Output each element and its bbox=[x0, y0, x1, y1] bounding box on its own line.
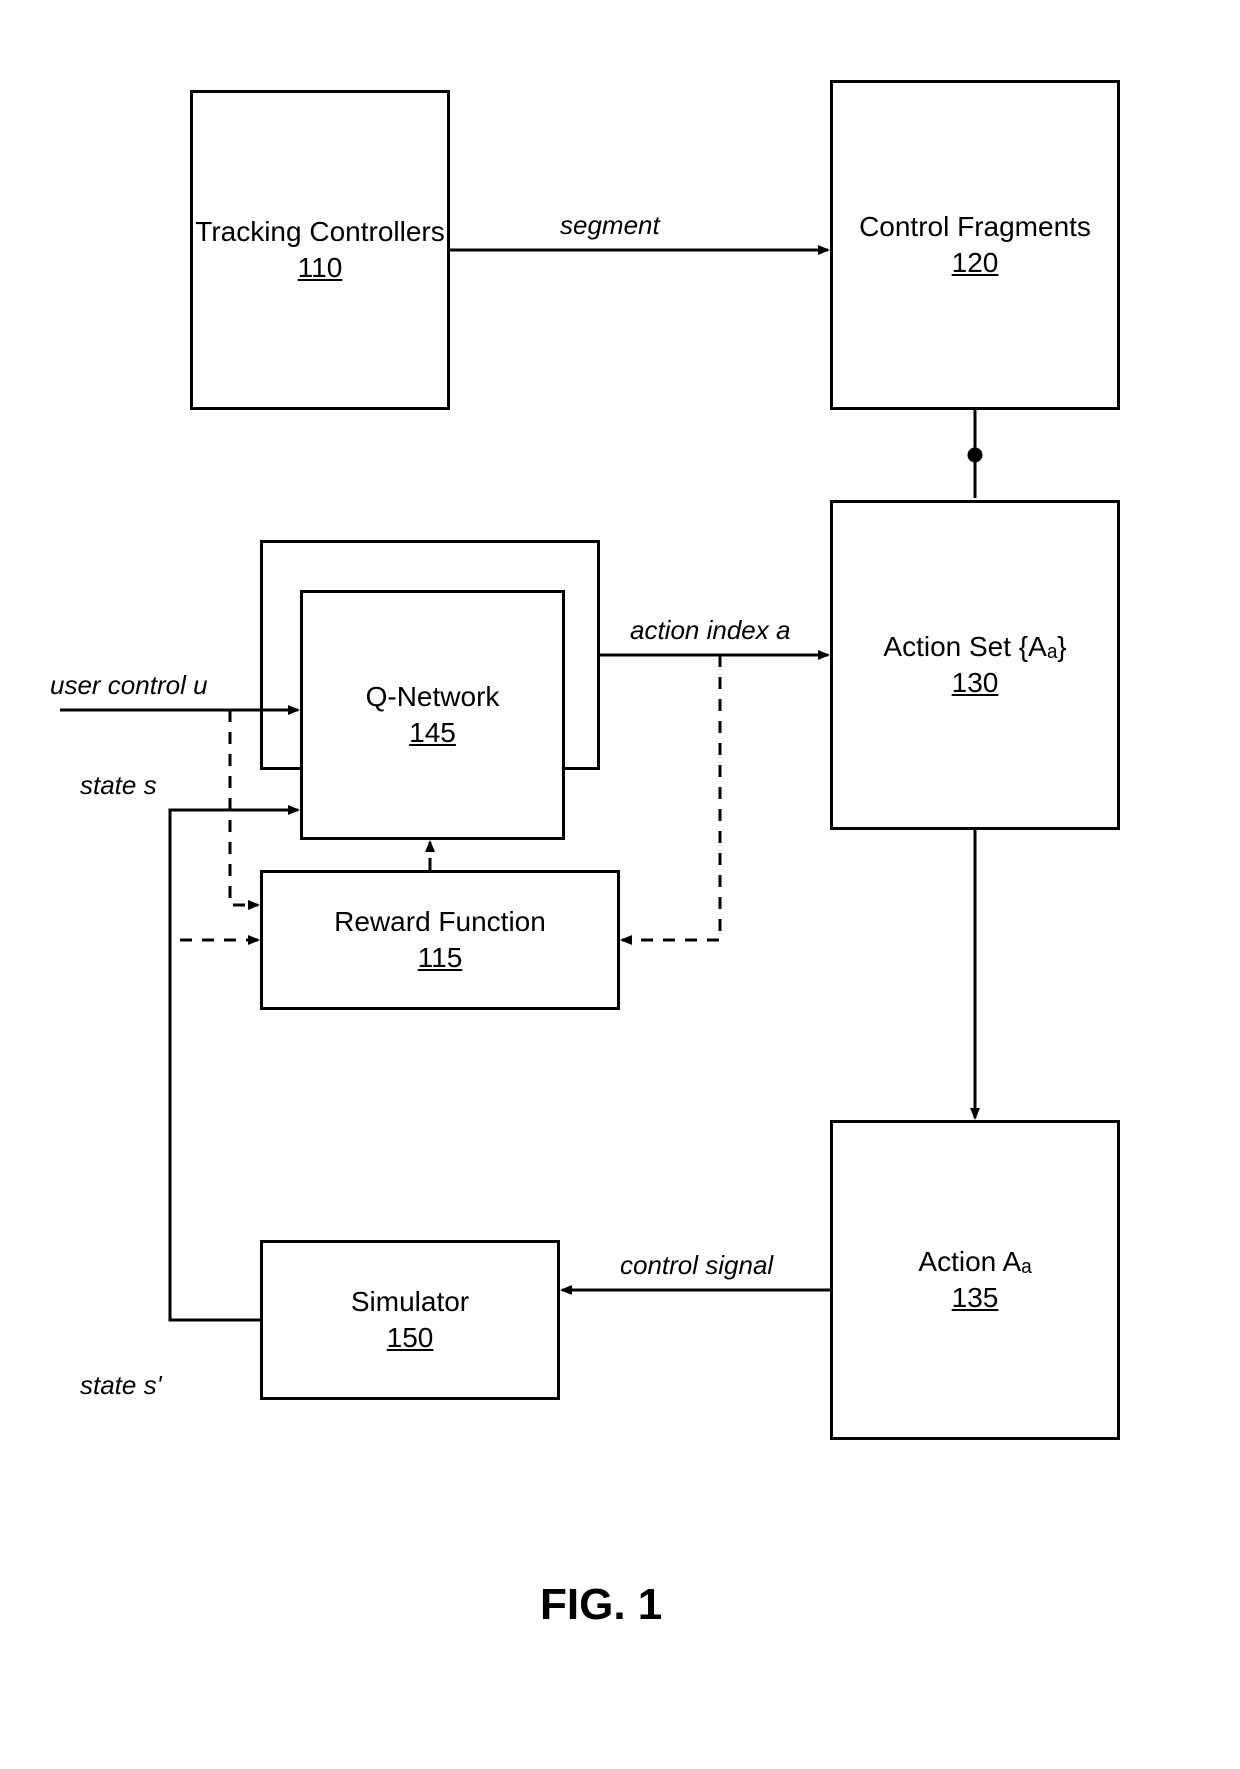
action-set-box: Action Set {Aₐ} 130 bbox=[830, 500, 1120, 830]
simulator-num: 150 bbox=[387, 1322, 434, 1354]
actionset-title: Action Set {Aₐ} bbox=[883, 631, 1066, 663]
state-sp-label: state s' bbox=[80, 1370, 162, 1401]
segment-label: segment bbox=[560, 210, 660, 241]
state-s-label: state s bbox=[80, 770, 157, 801]
reward-box: Reward Function 115 bbox=[260, 870, 620, 1010]
simulator-box: Simulator 150 bbox=[260, 1240, 560, 1400]
action-box: Action Aₐ 135 bbox=[830, 1120, 1120, 1440]
fragments-num: 120 bbox=[952, 247, 999, 279]
tracking-num: 110 bbox=[298, 252, 343, 284]
actionset-num: 130 bbox=[952, 667, 999, 699]
reward-title: Reward Function bbox=[334, 906, 546, 938]
reward-num: 115 bbox=[418, 942, 463, 974]
user-control-label: user control u bbox=[50, 670, 208, 701]
qnetwork-title: Q-Network bbox=[366, 681, 500, 713]
diagram-canvas: Tracking Controllers 110 Control Fragmen… bbox=[0, 0, 1240, 1769]
fragments-title: Control Fragments bbox=[859, 211, 1091, 243]
simulator-title: Simulator bbox=[351, 1286, 469, 1318]
tracking-controllers-box: Tracking Controllers 110 bbox=[190, 90, 450, 410]
qnetwork-box: Q-Network 145 bbox=[300, 590, 565, 840]
action-num: 135 bbox=[952, 1282, 999, 1314]
control-signal-label: control signal bbox=[620, 1250, 773, 1281]
action-index-label: action index a bbox=[630, 615, 790, 646]
figure-label: FIG. 1 bbox=[540, 1580, 662, 1630]
control-fragments-box: Control Fragments 120 bbox=[830, 80, 1120, 410]
qnetwork-num: 145 bbox=[409, 717, 456, 749]
tracking-title: Tracking Controllers bbox=[195, 216, 444, 248]
action-title: Action Aₐ bbox=[918, 1246, 1031, 1278]
